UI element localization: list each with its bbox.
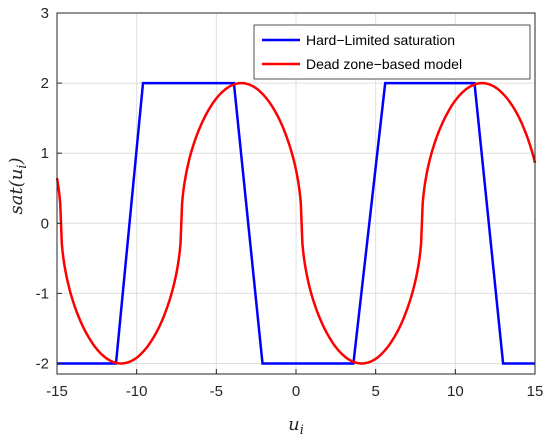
y-tick-label: -2 bbox=[36, 355, 49, 372]
x-tick-label: 0 bbox=[292, 383, 300, 400]
legend-label-dead-zone: Dead zone−based model bbox=[306, 56, 462, 72]
x-tick-label: -5 bbox=[210, 383, 223, 400]
grid bbox=[56, 12, 536, 374]
x-tick-label: 10 bbox=[447, 383, 464, 400]
x-tick-label: -10 bbox=[126, 383, 148, 400]
y-axis-label: sat(ui) bbox=[6, 157, 30, 214]
plot-series bbox=[55, 81, 537, 365]
y-tick-label: -1 bbox=[36, 285, 49, 302]
x-tick-label: -15 bbox=[46, 383, 68, 400]
series-line-dead-zone bbox=[55, 81, 537, 365]
legend-box bbox=[253, 24, 531, 80]
y-tick-label: 0 bbox=[41, 215, 49, 232]
legend-label-hard-limited: Hard−Limited saturation bbox=[306, 32, 455, 48]
y-tick-label: 2 bbox=[41, 75, 49, 92]
y-tick-label: 1 bbox=[41, 145, 49, 162]
x-tick-label: 5 bbox=[371, 383, 379, 400]
series-line-hard-limited bbox=[57, 81, 535, 365]
y-tick-label: 3 bbox=[41, 5, 49, 22]
legend: Hard−Limited saturation Dead zone−based … bbox=[253, 24, 531, 80]
x-tick-label: 15 bbox=[527, 383, 544, 400]
x-axis-label: ui bbox=[288, 414, 304, 438]
